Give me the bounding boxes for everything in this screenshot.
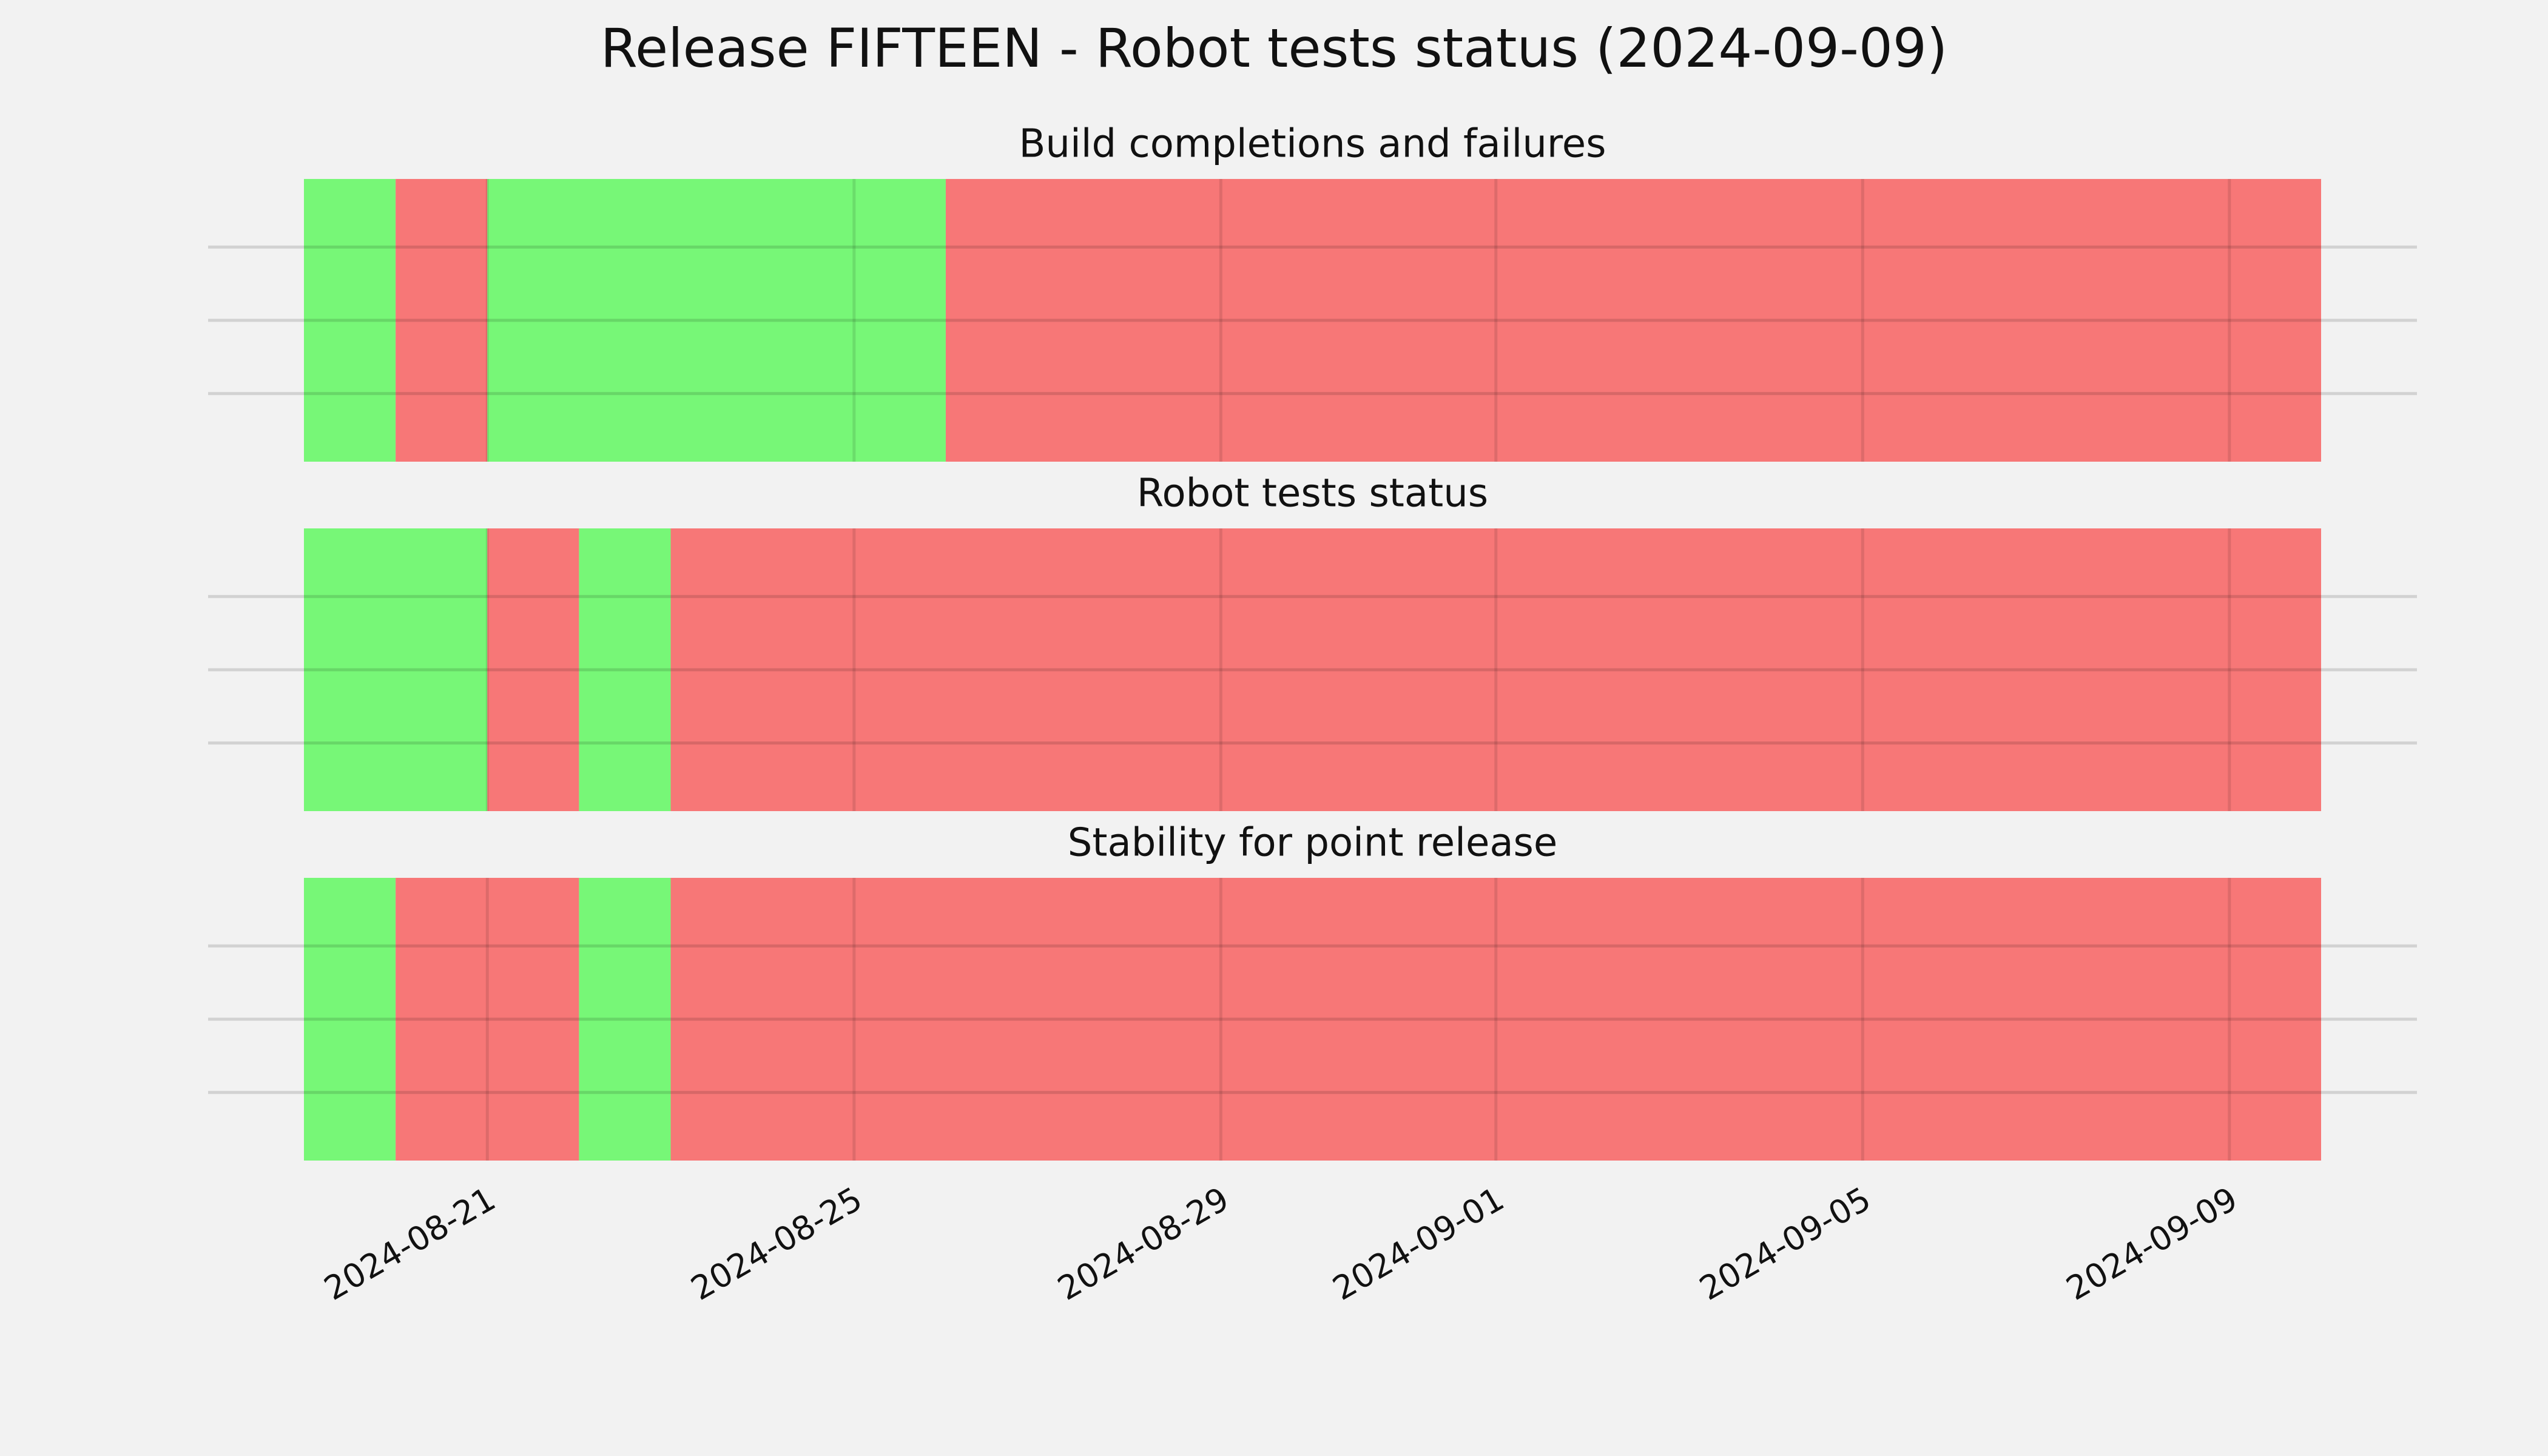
panel-title: Robot tests status <box>1137 471 1488 516</box>
status-segment <box>945 179 2321 462</box>
status-segment <box>396 179 488 462</box>
status-segment <box>396 878 579 1161</box>
status-segment <box>579 528 671 811</box>
status-segment <box>670 528 2321 811</box>
chart-title: Release FIFTEEN - Robot tests status (20… <box>601 17 1947 79</box>
status-segment <box>304 878 396 1161</box>
status-segment <box>304 179 396 462</box>
status-segment <box>670 878 2321 1161</box>
status-segment <box>304 528 488 811</box>
panel-title: Stability for point release <box>1068 821 1558 866</box>
status-segment <box>487 528 579 811</box>
status-segment <box>487 179 946 462</box>
status-segment <box>579 878 671 1161</box>
panel-title: Build completions and failures <box>1019 122 1606 167</box>
